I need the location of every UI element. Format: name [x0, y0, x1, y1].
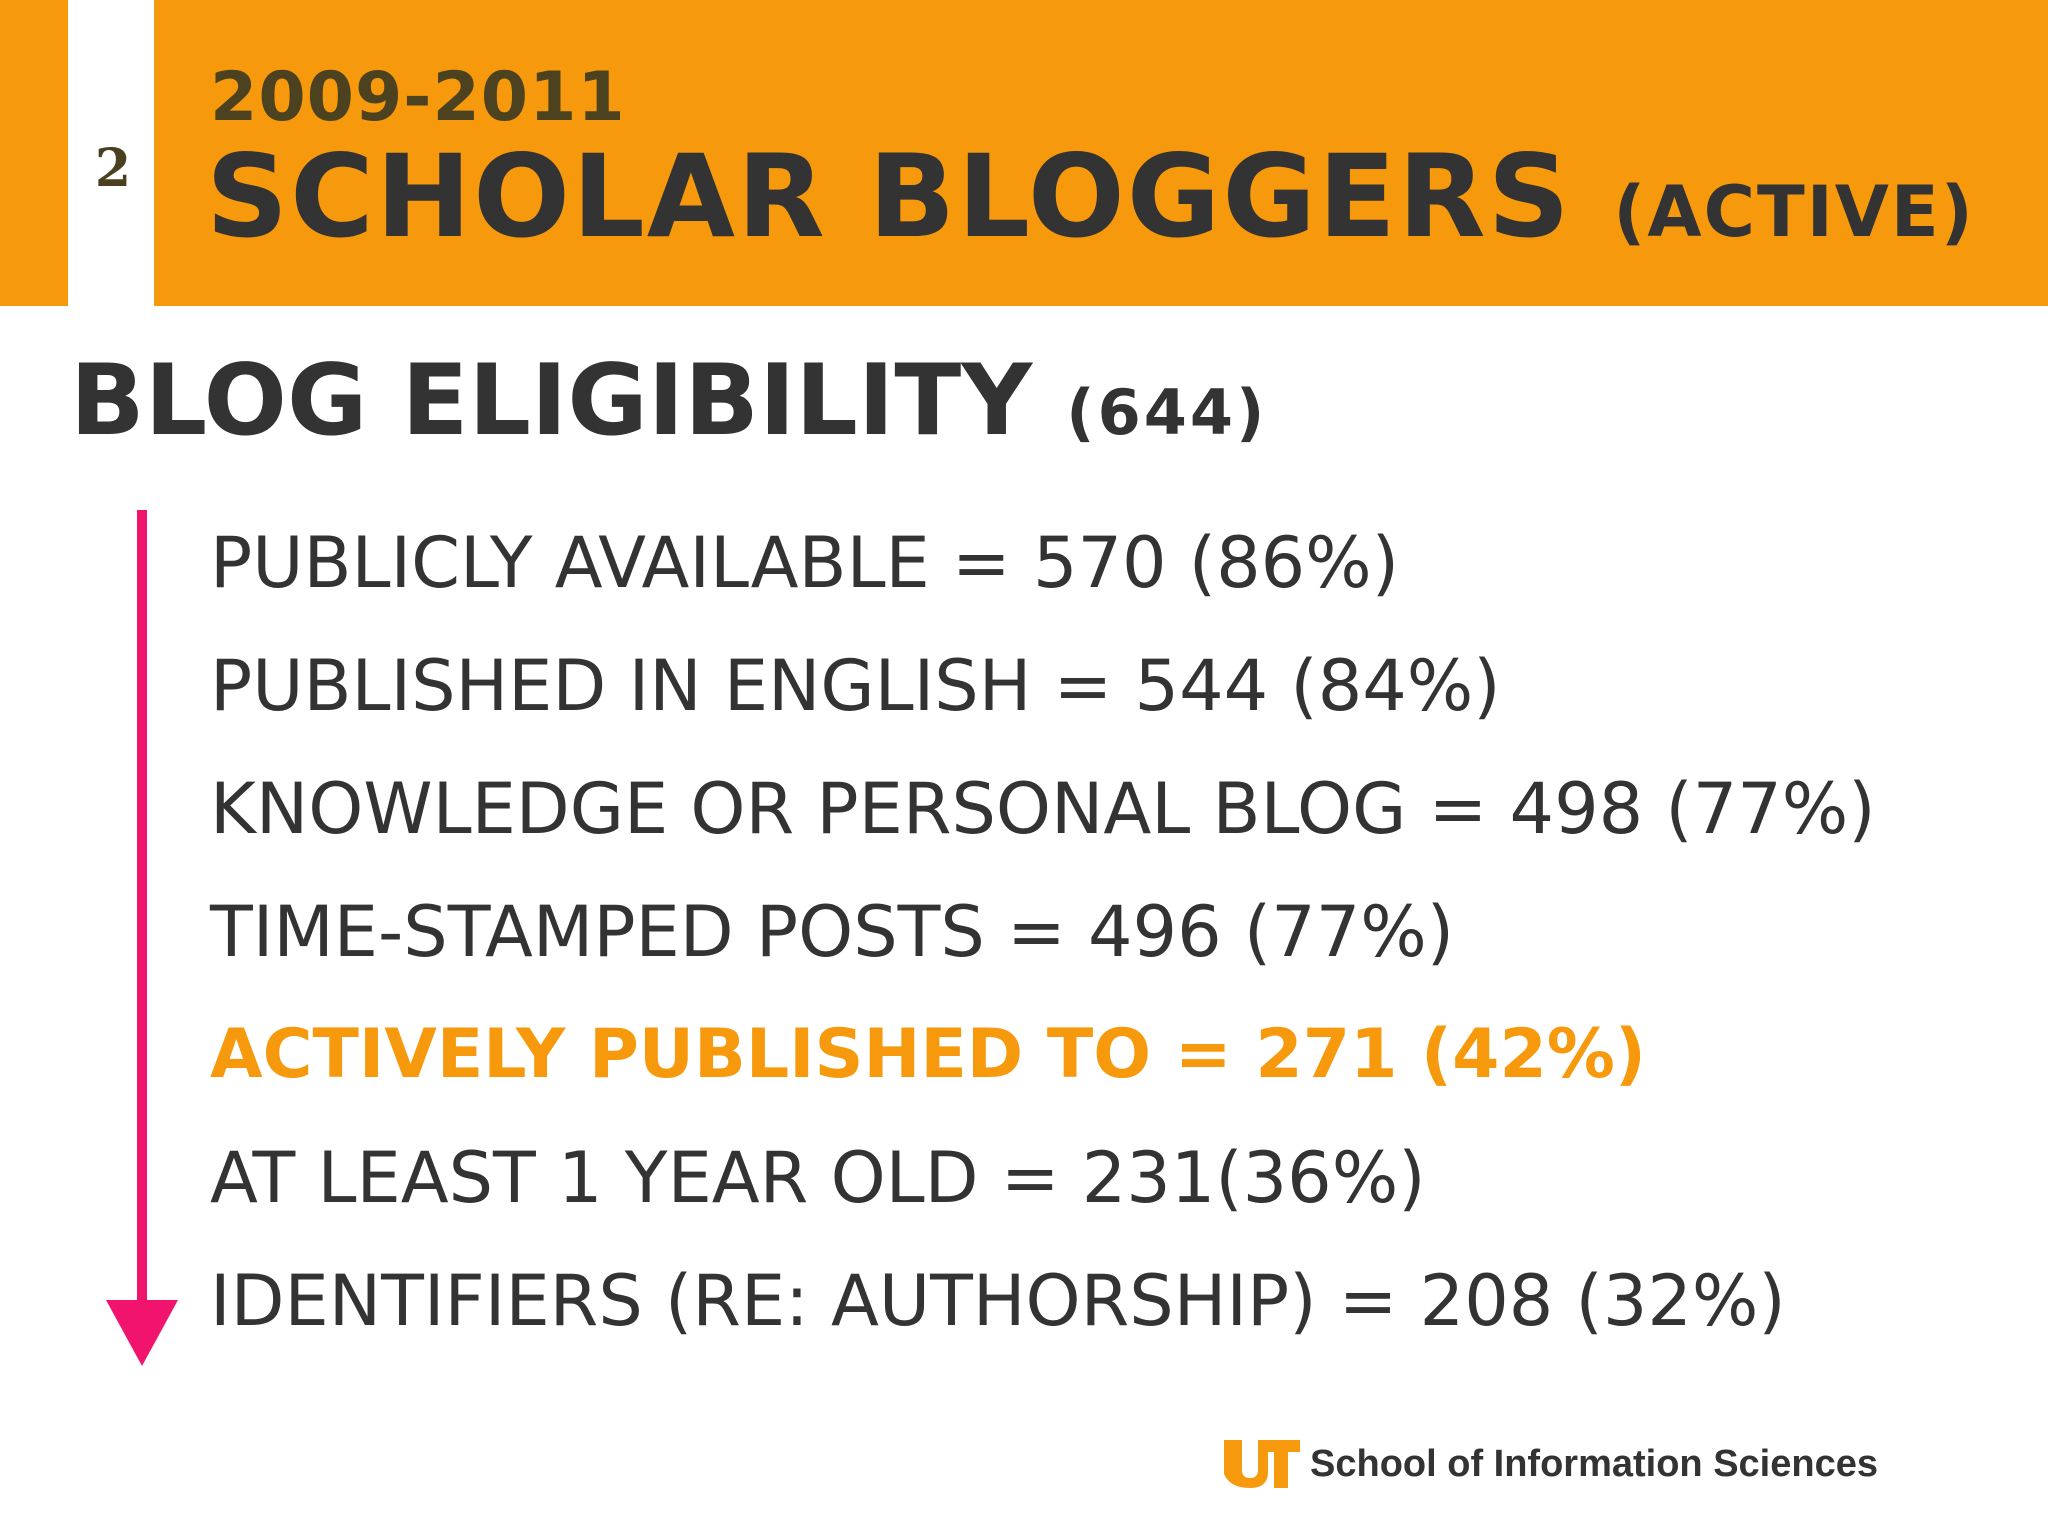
- eligibility-criteria-list: PUBLICLY AVAILABLE = 570 (86%) PUBLISHED …: [210, 518, 1876, 1379]
- down-arrow-icon: [106, 510, 178, 1366]
- criteria-item: PUBLISHED IN ENGLISH = 544 (84%): [210, 645, 1501, 727]
- section-heading-main: BLOG ELIGIBILITY: [70, 344, 1033, 458]
- criteria-item: PUBLICLY AVAILABLE = 570 (86%): [210, 522, 1400, 604]
- slide-number-panel: [68, 0, 154, 306]
- criteria-item: KNOWLEDGE OR PERSONAL BLOG = 498 (77%): [210, 768, 1876, 850]
- criteria-item: AT LEAST 1 YEAR OLD = 231(36%): [210, 1137, 1426, 1219]
- criteria-item: IDENTIFIERS (RE: AUTHORSHIP) = 208 (32%): [210, 1260, 1786, 1342]
- slide-title-main: SCHOLAR BLOGGERS: [206, 130, 1572, 263]
- footer-branding: School of Information Sciences: [1222, 1436, 1878, 1492]
- header-subtitle: 2009-2011: [210, 58, 626, 137]
- criteria-item: ACTIVELY PUBLISHED TO = 271 (42%): [210, 1015, 1646, 1094]
- slide-title-suffix: (ACTIVE): [1613, 171, 1975, 253]
- slide-number: 2: [94, 138, 132, 199]
- header-accent-band: [0, 0, 68, 306]
- section-heading: BLOG ELIGIBILITY (644): [70, 352, 1267, 450]
- criteria-item: TIME-STAMPED POSTS = 496 (77%): [210, 891, 1455, 973]
- ut-logo-icon: [1224, 1440, 1300, 1488]
- institution-name: School of Information Sciences: [1310, 1442, 1878, 1485]
- slide-title: SCHOLAR BLOGGERS (ACTIVE): [206, 140, 1975, 254]
- header-bar: [154, 0, 2048, 306]
- section-heading-count: (644): [1066, 376, 1268, 449]
